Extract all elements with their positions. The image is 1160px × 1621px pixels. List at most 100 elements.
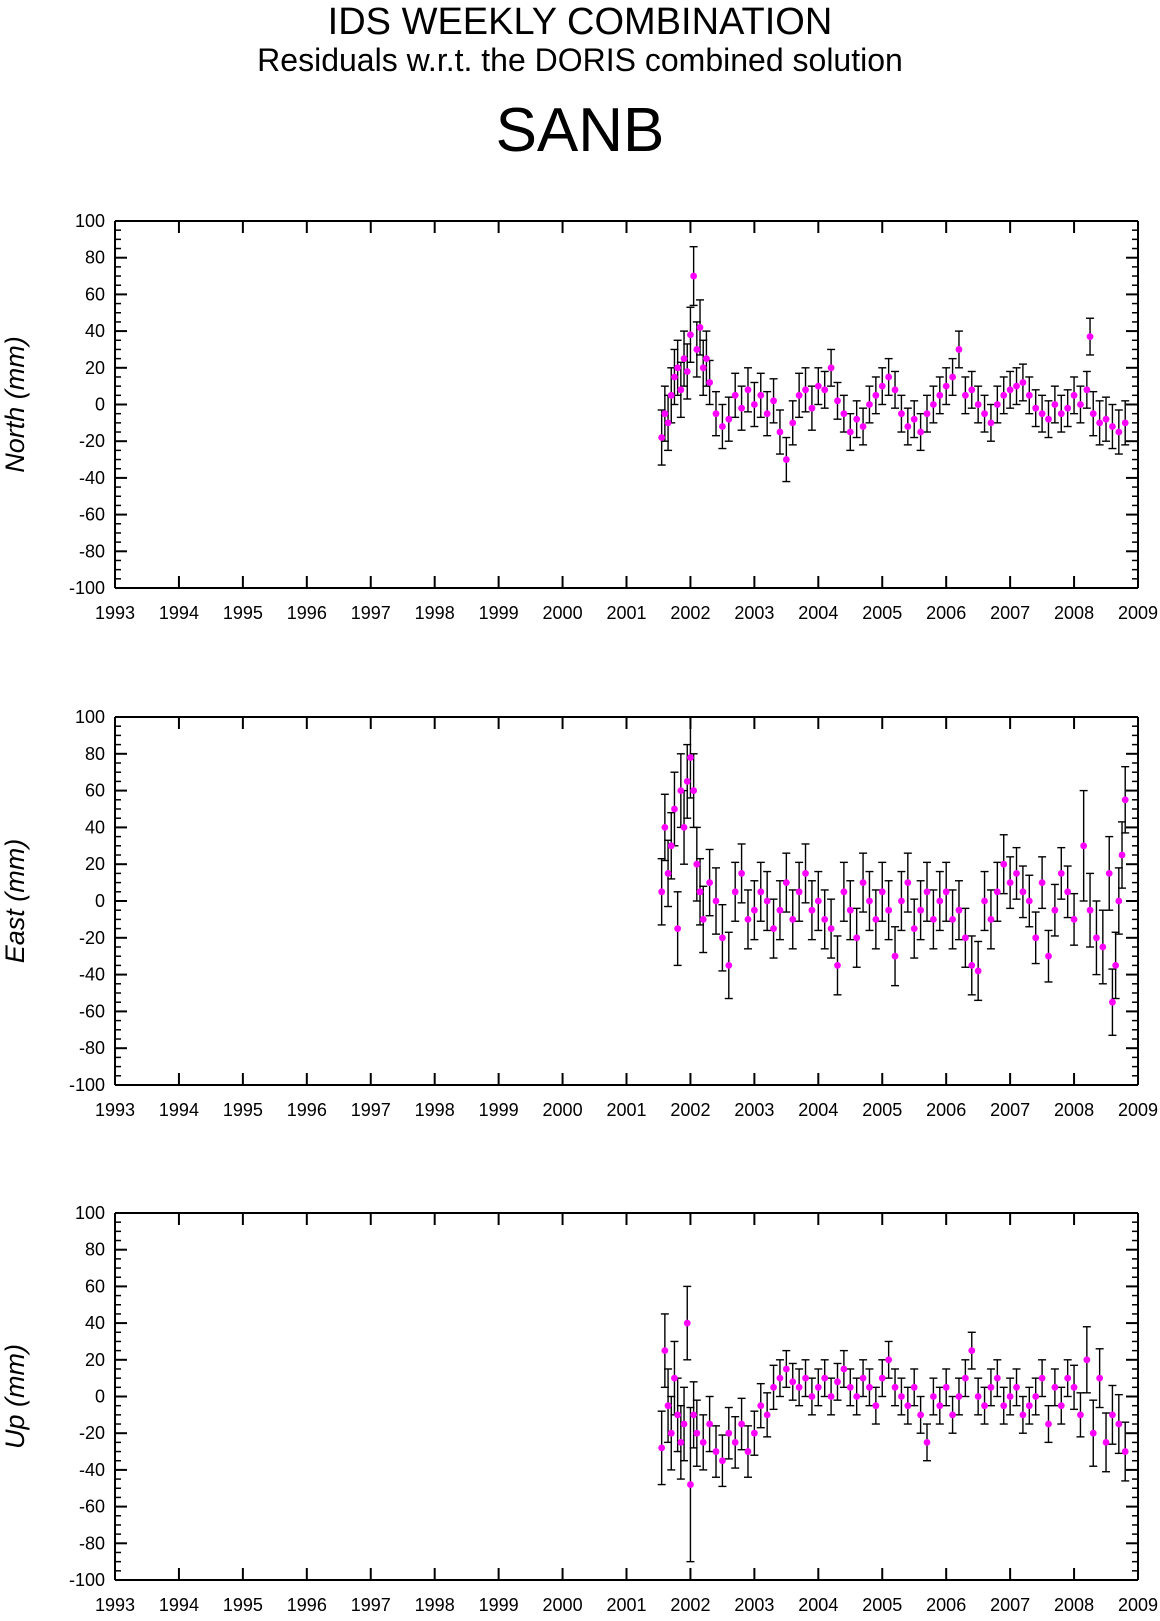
data-point xyxy=(1064,1374,1072,1382)
y-tick-label: -20 xyxy=(79,431,105,451)
station-name: SANB xyxy=(495,96,665,165)
data-point xyxy=(1070,1383,1078,1391)
x-tick-label: 2003 xyxy=(734,1595,774,1615)
data-point xyxy=(1070,391,1078,399)
data-point xyxy=(680,824,688,831)
data-point xyxy=(1006,386,1014,394)
x-tick-label: 1996 xyxy=(287,1595,327,1615)
data-point xyxy=(827,925,835,932)
data-point xyxy=(725,415,733,423)
data-point xyxy=(712,897,720,905)
data-point xyxy=(690,787,698,794)
data-point xyxy=(674,364,682,372)
x-tick-label: 2008 xyxy=(1054,603,1094,623)
data-point xyxy=(910,1383,918,1391)
y-tick-label: -100 xyxy=(69,578,105,598)
data-point xyxy=(1057,870,1065,877)
data-point xyxy=(763,410,771,418)
y-tick-label: -60 xyxy=(79,505,105,525)
data-point xyxy=(1000,391,1008,399)
data-point xyxy=(878,888,886,896)
data-point xyxy=(885,1356,893,1364)
data-point xyxy=(1080,842,1088,850)
data-point xyxy=(1115,428,1123,436)
data-point xyxy=(731,1438,739,1446)
data-point xyxy=(872,1402,880,1410)
data-point xyxy=(1121,796,1129,804)
x-tick-label: 2000 xyxy=(543,603,583,623)
data-point xyxy=(814,382,822,390)
y-tick-label: 40 xyxy=(85,817,105,837)
data-point xyxy=(795,888,803,896)
data-point xyxy=(853,1393,861,1400)
data-point xyxy=(1013,382,1020,390)
data-point xyxy=(936,1402,944,1410)
data-point xyxy=(1089,1429,1097,1437)
y-tick-label: 40 xyxy=(85,1313,105,1333)
data-point xyxy=(1086,333,1094,341)
y-tick-label: -40 xyxy=(79,965,105,985)
y-tick-label: 0 xyxy=(95,891,105,911)
x-tick-label: 1999 xyxy=(479,603,519,623)
data-point xyxy=(1105,870,1113,877)
data-point xyxy=(1032,1393,1040,1400)
data-point xyxy=(1118,851,1126,859)
data-point xyxy=(712,1448,720,1455)
x-tick-label: 2006 xyxy=(926,1100,966,1120)
data-point xyxy=(840,410,848,418)
data-point xyxy=(1096,419,1104,427)
data-point xyxy=(1070,916,1078,923)
data-point xyxy=(974,967,982,975)
data-point xyxy=(719,1457,726,1465)
y-tick-label: -80 xyxy=(79,1038,105,1058)
data-point xyxy=(949,916,956,923)
x-tick-label: 1996 xyxy=(287,603,327,623)
data-point xyxy=(719,423,726,430)
data-point xyxy=(930,1393,937,1400)
data-point xyxy=(961,934,969,942)
data-point xyxy=(683,368,691,375)
data-point xyxy=(683,778,691,785)
x-tick-label: 2007 xyxy=(990,1595,1030,1615)
data-point xyxy=(853,934,861,942)
data-point xyxy=(770,1383,777,1391)
data-point xyxy=(1109,1411,1116,1419)
data-point xyxy=(1025,1402,1033,1410)
y-tick-label: 20 xyxy=(85,358,105,378)
data-point xyxy=(872,916,880,923)
data-point xyxy=(1019,379,1027,386)
x-tick-label: 1998 xyxy=(415,603,455,623)
data-point xyxy=(795,1383,803,1391)
data-point xyxy=(891,952,899,960)
y-axis-label: North (mm) xyxy=(0,336,30,473)
data-point xyxy=(942,888,950,896)
x-tick-label: 1994 xyxy=(159,603,199,623)
x-tick-label: 2005 xyxy=(862,1100,902,1120)
y-tick-label: -80 xyxy=(79,541,105,561)
data-point xyxy=(712,410,720,418)
data-point xyxy=(808,906,816,914)
data-point xyxy=(866,897,873,905)
data-point xyxy=(923,410,931,418)
data-point xyxy=(725,962,733,969)
data-point xyxy=(1045,415,1052,423)
data-point xyxy=(1006,1393,1014,1400)
data-point xyxy=(802,1374,809,1382)
data-point xyxy=(699,364,707,372)
x-tick-label: 2000 xyxy=(543,1100,583,1120)
x-tick-label: 2002 xyxy=(670,603,710,623)
data-point xyxy=(744,916,752,923)
data-point xyxy=(1121,1448,1129,1455)
data-point xyxy=(987,1383,995,1391)
data-point xyxy=(955,1393,963,1400)
data-point xyxy=(1083,1356,1091,1364)
data-point xyxy=(1096,1374,1104,1382)
data-point xyxy=(846,1383,854,1391)
data-point xyxy=(693,860,701,868)
x-tick-label: 2001 xyxy=(606,1100,646,1120)
data-point xyxy=(696,324,704,331)
data-point xyxy=(674,1411,682,1419)
data-point xyxy=(1057,410,1065,418)
data-point xyxy=(808,404,816,412)
data-point xyxy=(731,888,739,896)
